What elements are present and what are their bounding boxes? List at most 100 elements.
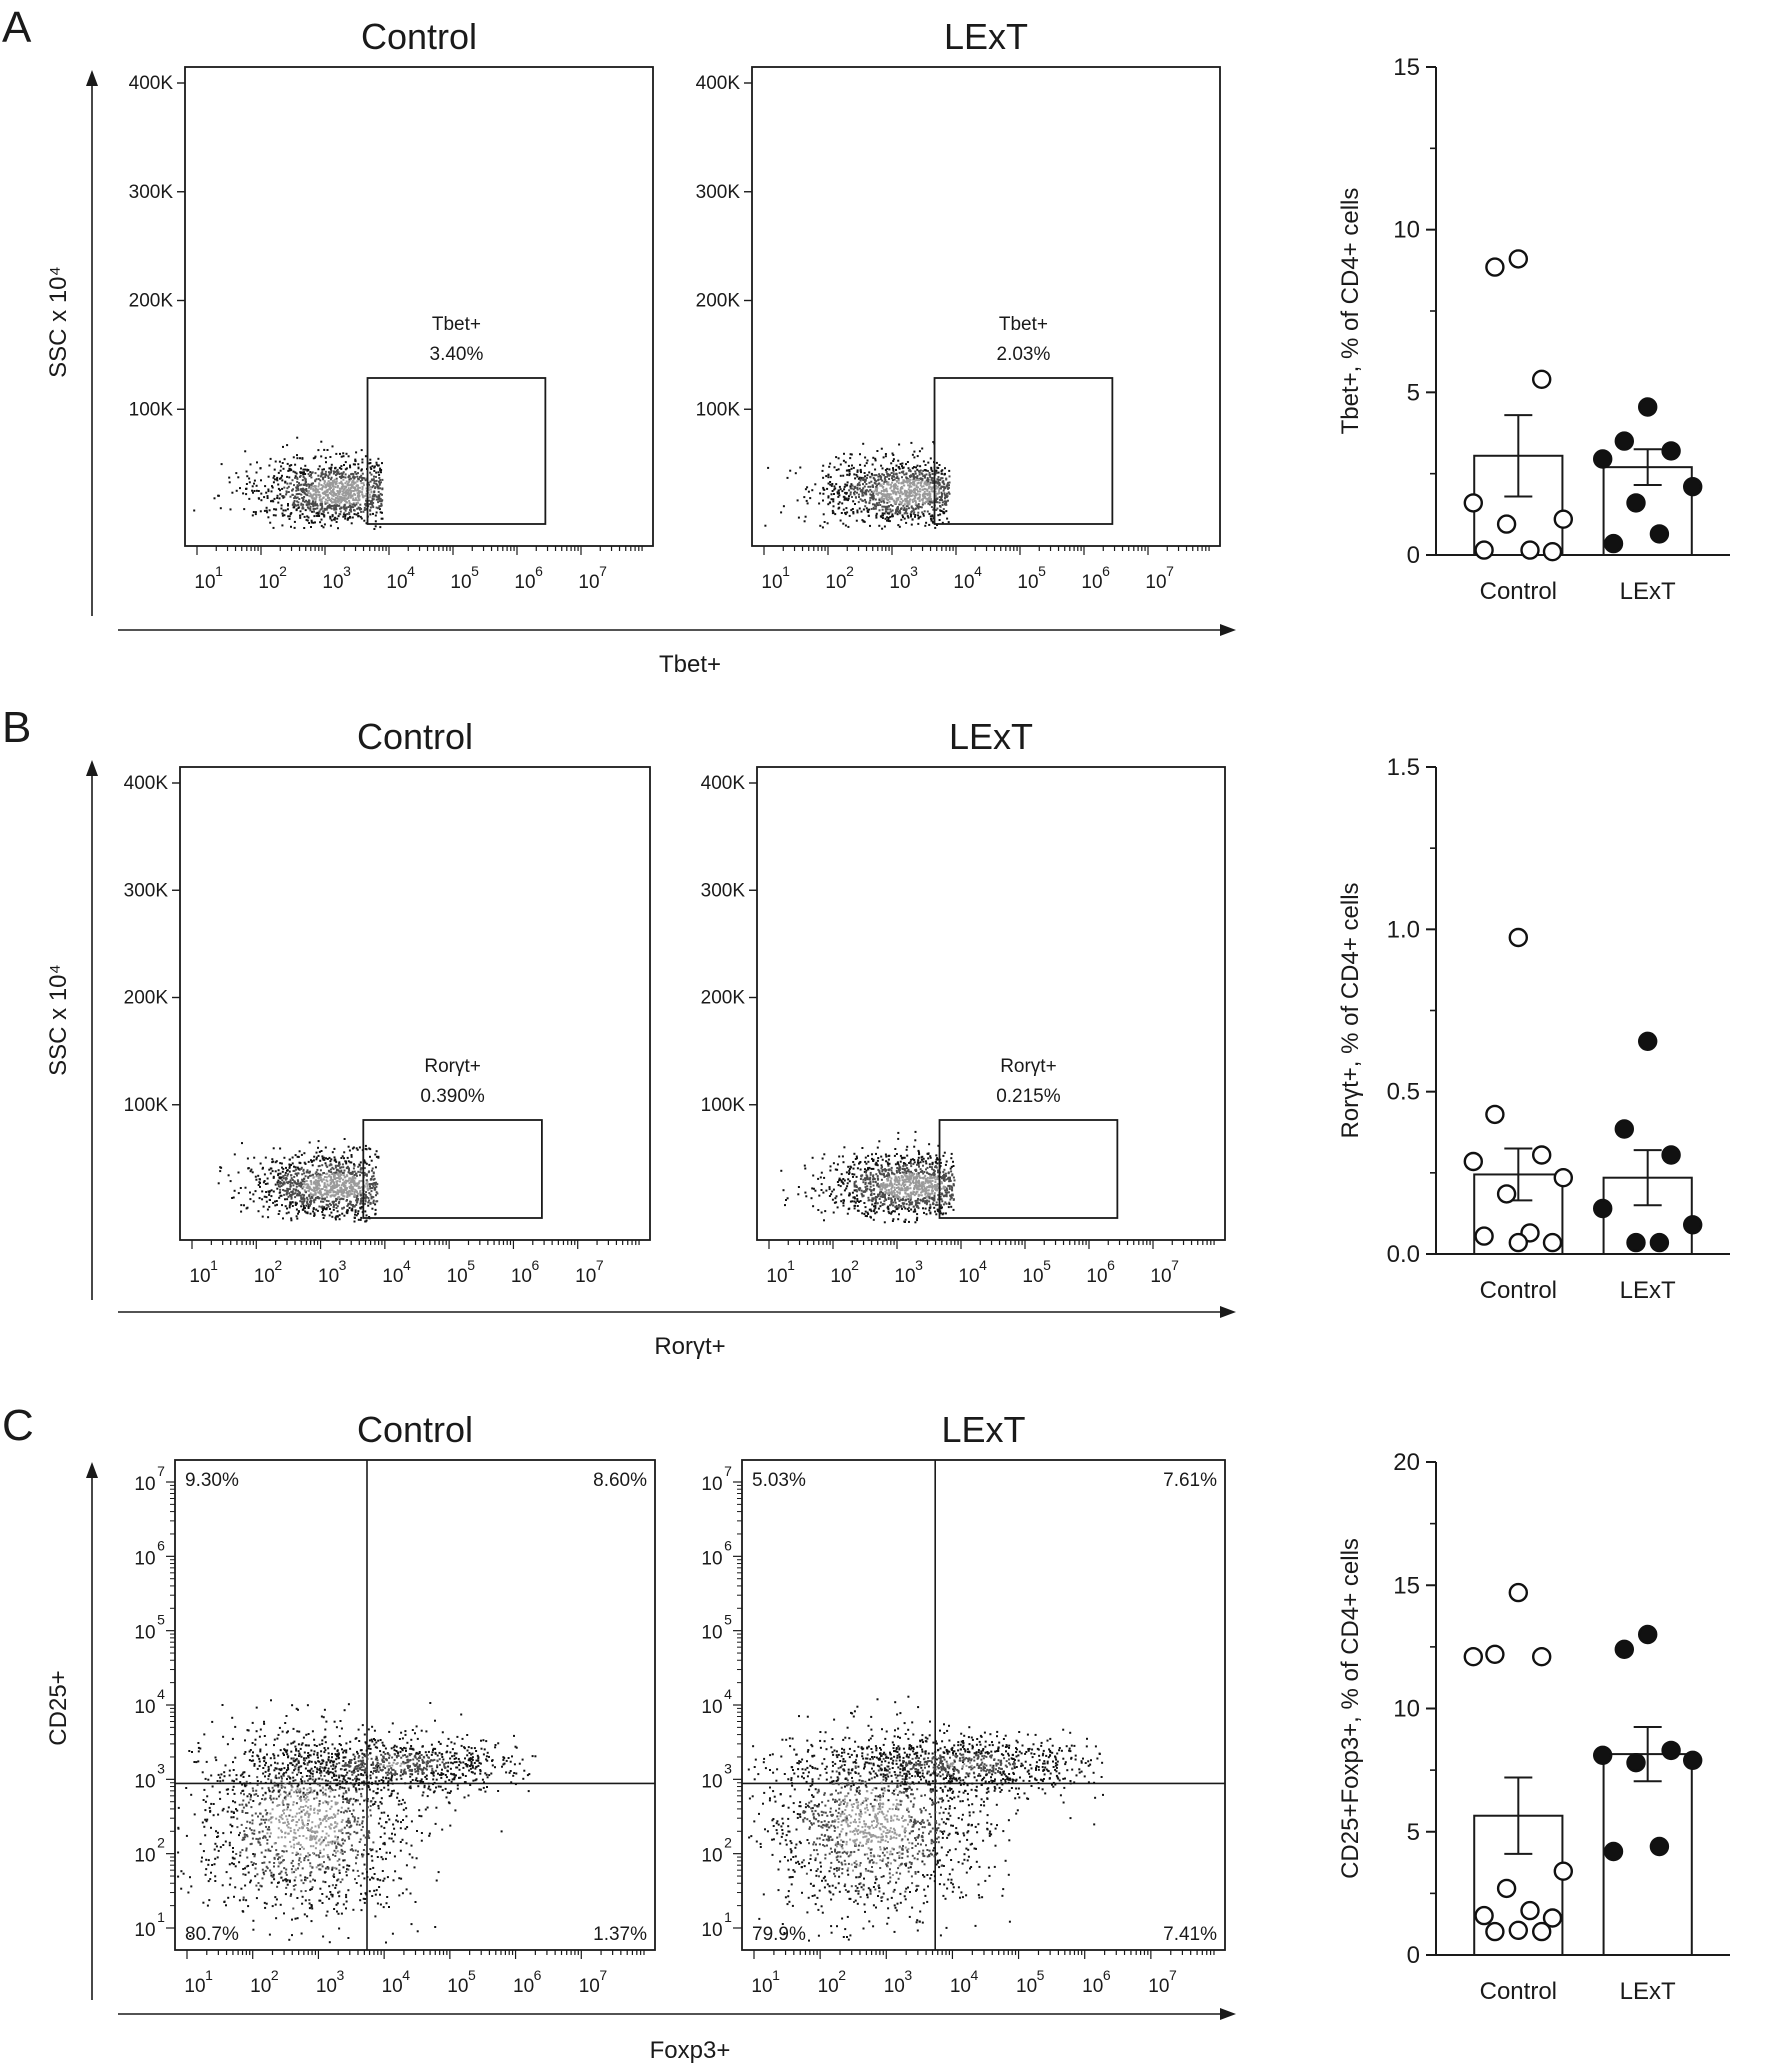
event-dot — [871, 1200, 874, 1203]
event-dot — [896, 1191, 899, 1194]
event-dot — [837, 495, 840, 498]
event-dot — [381, 478, 384, 481]
x-tick-label-base: 10 — [1081, 572, 1102, 593]
event-dot — [875, 512, 878, 515]
event-dot — [907, 1210, 910, 1212]
event-dot — [373, 480, 376, 483]
event-dot — [874, 468, 877, 471]
event-dot — [937, 480, 940, 483]
event-dot — [914, 1130, 917, 1133]
event-dot — [935, 1213, 938, 1216]
event-dot — [282, 467, 285, 470]
event-dot — [925, 1195, 928, 1198]
event-dot — [914, 515, 916, 518]
event-dot — [323, 490, 326, 493]
event-dot — [949, 1167, 952, 1170]
event-dot — [943, 503, 946, 505]
event-dot — [266, 497, 269, 499]
event-dot — [361, 485, 364, 488]
event-dot — [895, 1169, 898, 1172]
event-dot — [806, 486, 809, 489]
event-dot — [927, 1185, 930, 1188]
event-dot — [341, 1192, 344, 1195]
event-dot — [328, 1191, 331, 1194]
event-dot — [371, 1175, 374, 1178]
event-dot — [880, 490, 883, 492]
event-dot — [890, 1182, 893, 1185]
event-dot — [886, 1177, 889, 1180]
event-dot — [876, 502, 878, 505]
event-dot — [367, 1201, 370, 1204]
event-dot — [874, 1212, 877, 1215]
event-dot — [352, 499, 355, 501]
event-dot — [911, 500, 914, 503]
event-dot — [263, 1180, 266, 1182]
event-dot — [928, 500, 931, 503]
event-dot — [336, 486, 339, 489]
event-dot — [906, 1154, 909, 1157]
event-dot — [322, 526, 325, 529]
event-dot — [898, 1164, 901, 1167]
event-dot — [819, 524, 822, 527]
event-dot — [288, 1170, 291, 1173]
event-dot — [320, 1193, 323, 1196]
event-dot — [909, 1197, 912, 1200]
event-dot — [930, 466, 933, 469]
event-dot — [893, 1193, 896, 1196]
event-dot — [917, 481, 920, 484]
event-dot — [843, 1146, 846, 1149]
event-dot — [371, 1187, 374, 1190]
event-dot — [348, 1149, 351, 1152]
event-dot — [784, 1204, 786, 1207]
event-dot — [368, 1199, 371, 1202]
event-dot — [278, 1181, 281, 1183]
event-dot — [367, 1183, 370, 1186]
event-dot — [920, 1186, 923, 1189]
event-dot — [339, 1175, 342, 1178]
y-tick-label: 200K — [129, 291, 174, 312]
event-dot — [913, 480, 916, 483]
event-dot — [348, 501, 351, 504]
event-dot — [847, 464, 850, 467]
event-dot — [356, 1200, 359, 1203]
event-dot — [867, 1213, 870, 1215]
event-dot — [291, 489, 293, 492]
x-axis-arrow-head — [1220, 624, 1236, 636]
event-dot — [245, 493, 248, 496]
event-dot — [347, 492, 350, 495]
event-dot — [277, 1169, 280, 1172]
event-dot — [874, 1196, 877, 1199]
event-dot — [369, 488, 372, 491]
event-dot — [318, 499, 321, 502]
event-dot — [378, 508, 381, 511]
event-dot — [866, 1215, 868, 1218]
event-dot — [894, 1175, 897, 1178]
event-dot — [881, 495, 884, 498]
event-dot — [881, 508, 884, 511]
event-dot — [900, 1189, 903, 1191]
event-dot — [280, 1176, 283, 1179]
event-dot — [289, 1179, 292, 1182]
event-dot — [891, 513, 894, 516]
event-dot — [303, 477, 306, 480]
event-dot — [881, 1183, 884, 1186]
event-dot — [870, 1210, 873, 1213]
event-dot — [910, 485, 913, 488]
event-dot — [313, 1181, 315, 1184]
event-dot — [306, 519, 309, 522]
event-dot — [785, 1199, 787, 1201]
event-dot — [302, 491, 304, 493]
event-dot — [340, 1184, 343, 1187]
event-dot — [898, 1199, 901, 1202]
event-dot — [939, 487, 942, 490]
event-dot — [323, 1176, 326, 1178]
event-dot — [356, 475, 359, 478]
event-dot — [251, 485, 254, 488]
event-dot — [346, 497, 349, 500]
event-dot — [874, 482, 877, 485]
event-dot — [934, 1186, 937, 1189]
event-dot — [865, 1189, 868, 1192]
event-dot — [329, 1168, 332, 1171]
event-dot — [356, 1192, 359, 1195]
event-dot — [848, 1172, 850, 1175]
